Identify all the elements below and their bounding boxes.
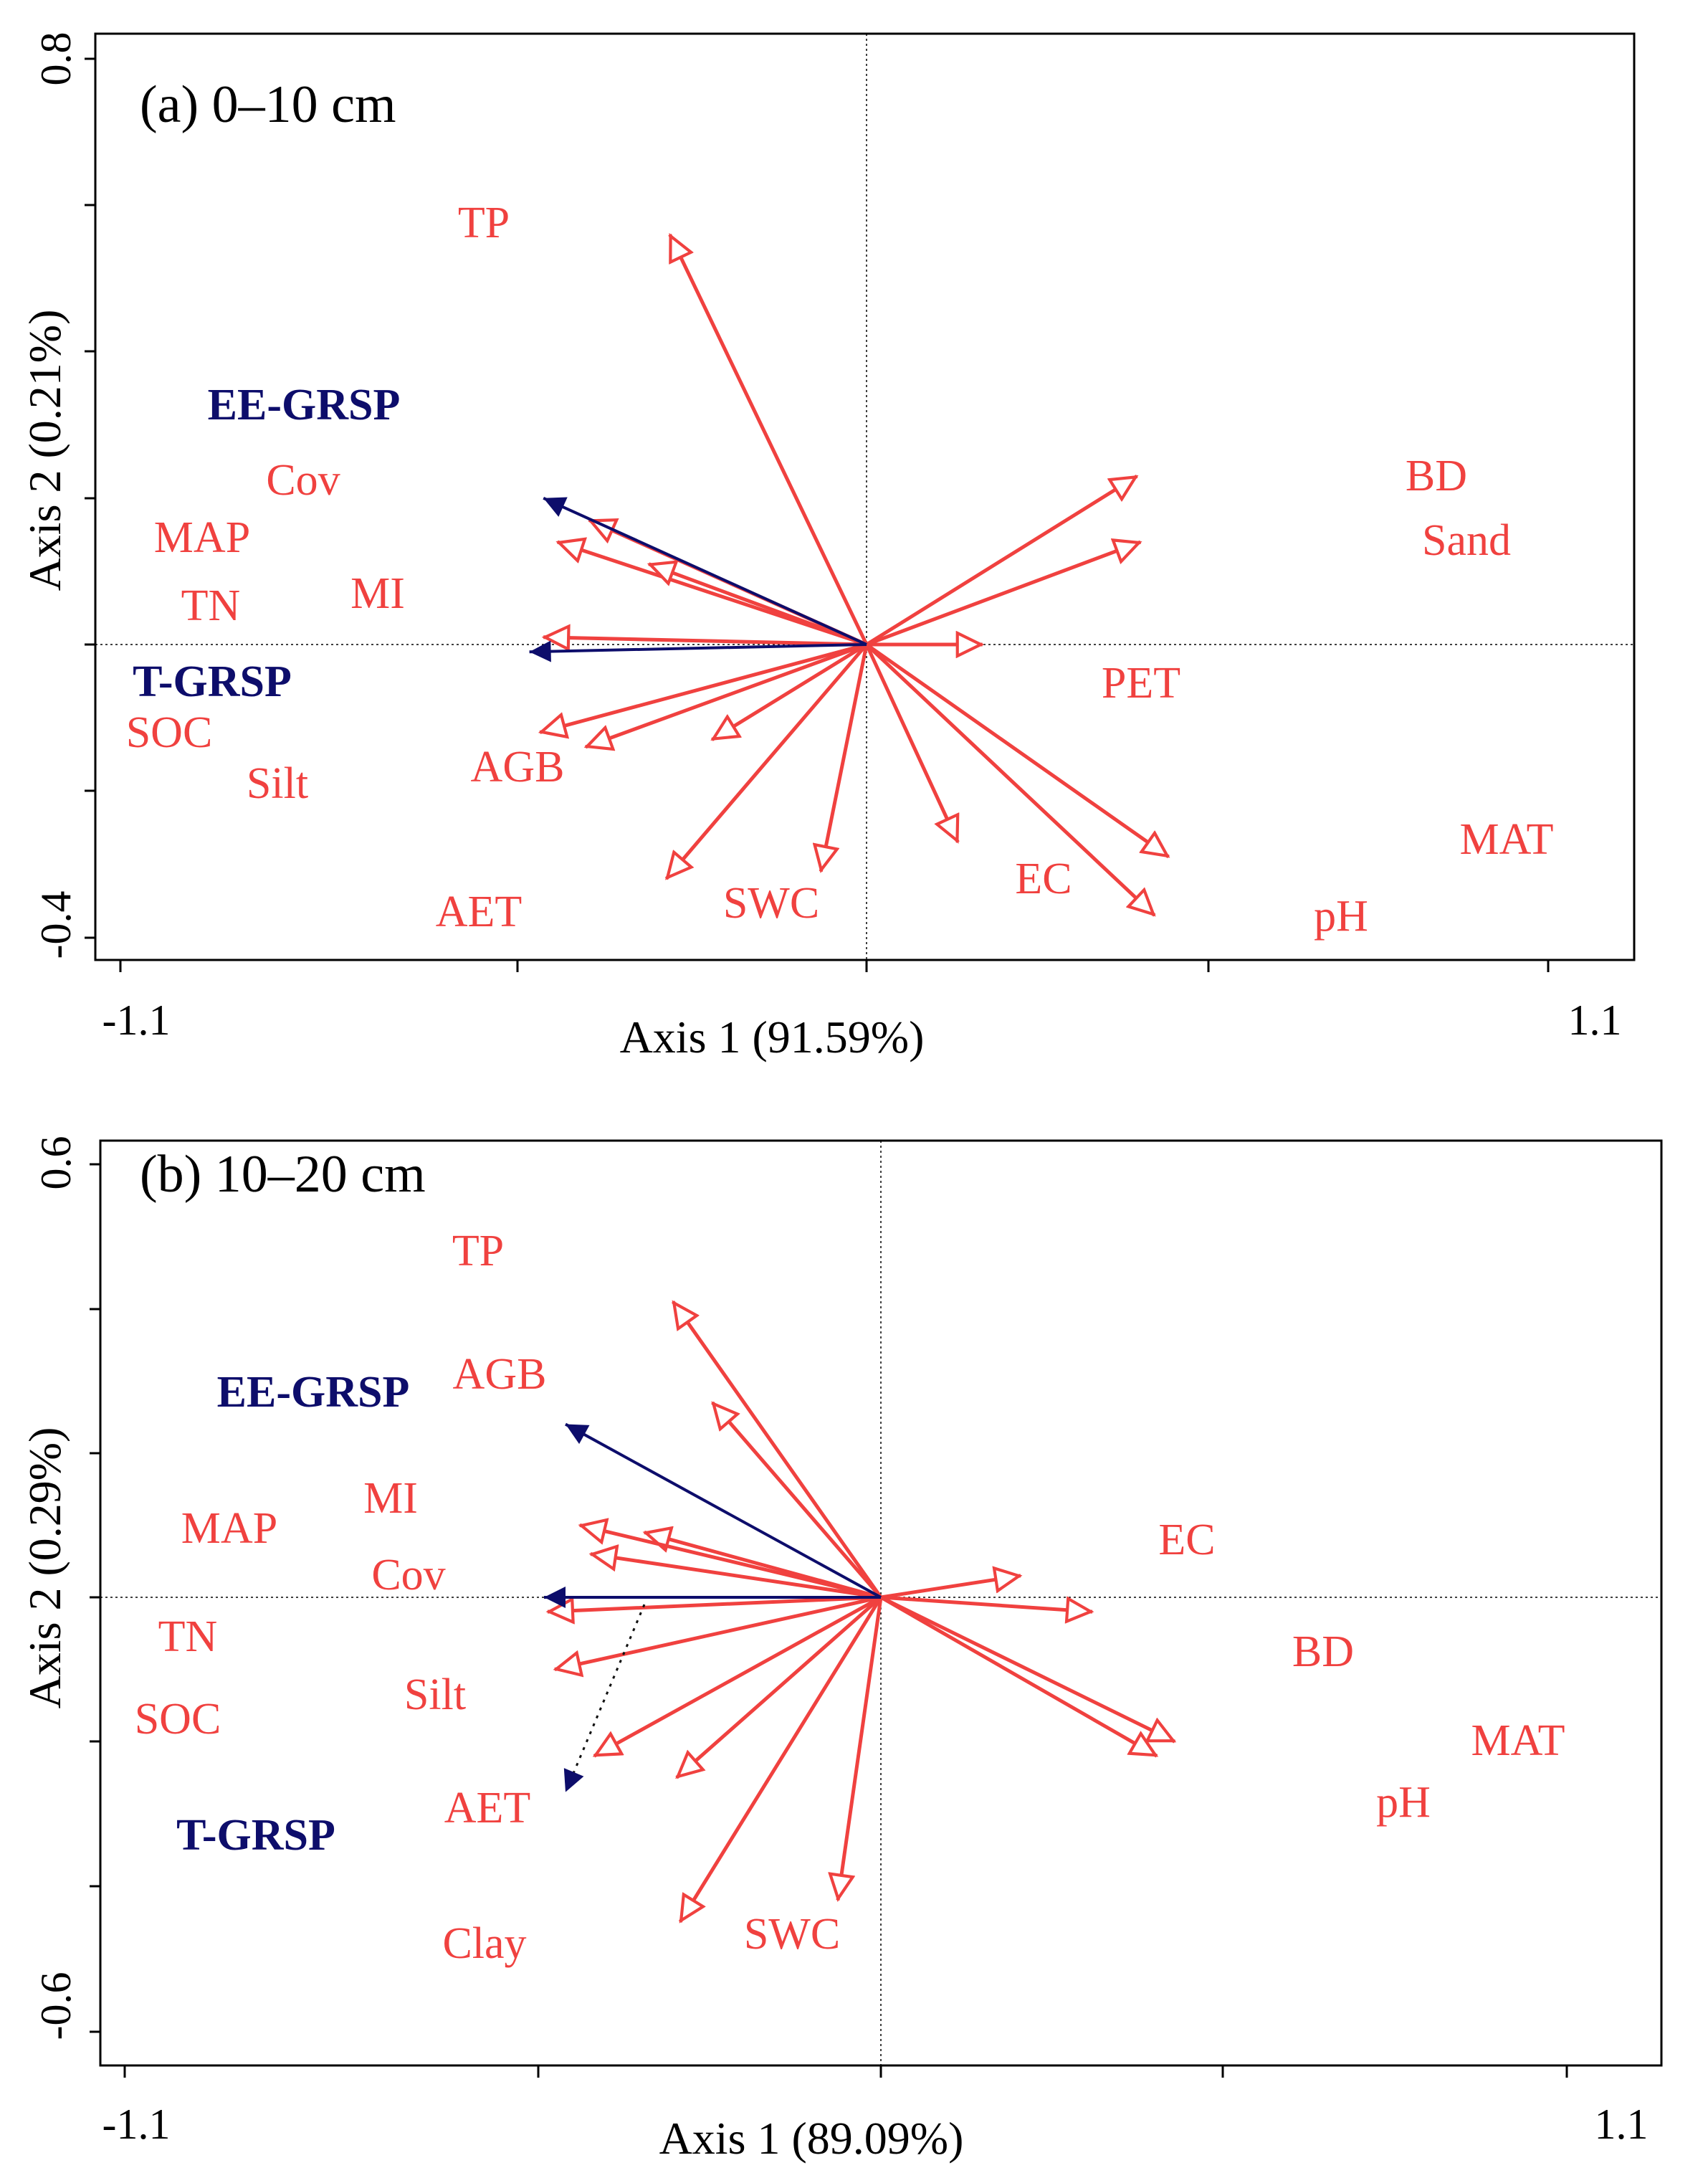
panel-b-response-labels: EE-GRSP T-GRSP <box>176 1368 409 1860</box>
panel-b-label-ec: EC <box>1158 1516 1215 1564</box>
panel-a-label-silt: Silt <box>247 759 308 808</box>
panel-a-label-ec: EC <box>1015 855 1072 903</box>
panel-b-label-cov: Cov <box>371 1551 445 1599</box>
panel-a-arrow-soc <box>540 642 867 733</box>
panel-a-label-tp: TP <box>458 199 510 247</box>
panel-a-arrow-sand <box>866 542 1140 647</box>
panel-a-response-arrows <box>529 496 867 662</box>
panel-a: (a) 0–10 cm Axis 1 (91.59%) Axis 2 (0.21… <box>19 32 1636 1062</box>
panel-a-arrow-silt <box>586 642 867 747</box>
panel-a-y-ticks <box>85 57 95 939</box>
panel-b-response-arrows <box>544 1422 882 1793</box>
panel-b-arrow-map <box>580 1525 882 1599</box>
panel-b-y-ticks <box>90 1163 100 2033</box>
panel-b-arrow-tp <box>671 1302 883 1599</box>
panel-b-arrow-bd <box>880 1595 1092 1612</box>
panel-a-label-map: MAP <box>154 513 250 562</box>
panel-b-arrow-silt <box>594 1595 882 1758</box>
panel-b-label-silt: Silt <box>404 1670 466 1719</box>
panel-a-arrow-ee-grsp <box>543 496 867 646</box>
panel-b: (b) 10–20 cm Axis 1 (89.09%) Axis 2 (0.2… <box>19 1136 1663 2164</box>
panel-a-label-swc: SWC <box>723 879 819 928</box>
panel-a-y-tick-max: 0.8 <box>32 32 80 86</box>
panel-b-label-tn: TN <box>158 1612 218 1661</box>
panel-b-arrow-swc <box>838 1597 883 1901</box>
panel-b-y-axis-label: Axis 2 (0.29%) <box>19 1427 70 1709</box>
panel-a-arrow-mat <box>865 642 1168 859</box>
panel-a-arrow-tn <box>543 637 867 645</box>
panel-b-title: (b) 10–20 cm <box>140 1145 426 1204</box>
panel-a-label-mi: MI <box>350 569 405 618</box>
panel-a-label-pet: PET <box>1102 659 1180 708</box>
panel-b-arrow-clay <box>678 1596 883 1922</box>
panel-b-label-tp: TP <box>452 1227 504 1275</box>
panel-b-arrow-ee-grsp <box>565 1422 882 1599</box>
panel-b-arrow-soc <box>555 1595 882 1670</box>
panel-b-x-tick-min: -1.1 <box>102 2101 171 2148</box>
panel-b-arrow-ec <box>880 1576 1021 1599</box>
panel-a-label-t-grsp: T-GRSP <box>133 657 292 706</box>
panel-a-y-tick-min: -0.4 <box>32 891 80 959</box>
panel-b-arrow-cov <box>591 1554 882 1599</box>
panel-a-label-cov: Cov <box>266 456 340 505</box>
panel-a-arrow-map <box>558 542 867 647</box>
panel-b-label-ph: pH <box>1376 1778 1431 1827</box>
panel-b-label-clay: Clay <box>442 1919 526 1968</box>
panel-b-label-soc: SOC <box>135 1695 221 1744</box>
panel-a-plot-frame <box>94 32 1636 961</box>
panel-a-x-tick-min: -1.1 <box>102 997 171 1044</box>
panel-b-label-aet: AET <box>444 1784 531 1832</box>
panel-a-label-bd: BD <box>1406 452 1467 500</box>
panel-a-label-mat: MAT <box>1460 815 1554 864</box>
panel-a-title: (a) 0–10 cm <box>140 75 396 134</box>
panel-a-label-aet: AET <box>436 888 523 936</box>
panel-a-x-tick-max: 1.1 <box>1568 997 1622 1044</box>
panel-a-label-agb: AGB <box>471 743 565 791</box>
panel-a-label-ee-grsp: EE-GRSP <box>208 381 401 429</box>
panel-a-arrow-bd <box>865 475 1137 647</box>
panel-b-y-tick-max: 0.6 <box>32 1136 80 1190</box>
panel-b-label-swc: SWC <box>744 1910 840 1959</box>
panel-b-label-ee-grsp: EE-GRSP <box>217 1368 410 1417</box>
panel-a-response-labels: EE-GRSP T-GRSP <box>133 381 400 706</box>
panel-b-label-mi: MI <box>363 1474 418 1523</box>
panel-a-label-tn: TN <box>181 581 241 630</box>
panel-b-arrow-tn <box>548 1595 882 1612</box>
panel-a-arrow-mi <box>649 564 867 647</box>
panel-a-arrow-aet <box>664 643 868 879</box>
panel-a-arrow-swc <box>821 644 869 872</box>
panel-a-environment-arrows <box>540 234 1168 917</box>
panel-a-arrow-tp <box>668 234 869 646</box>
panel-a-x-axis-label: Axis 1 (91.59%) <box>620 1012 925 1062</box>
panel-b-dotted-arrow-t-grsp <box>563 1604 646 1793</box>
panel-b-label-bd: BD <box>1292 1627 1354 1676</box>
panel-b-arrow-agb <box>711 1402 882 1599</box>
panel-a-arrow-t-grsp <box>529 640 867 662</box>
panel-b-x-tick-max: 1.1 <box>1595 2101 1649 2148</box>
panel-b-y-tick-min: -0.6 <box>32 1972 80 2040</box>
panel-b-environment-labels: TP AGB MI MAP Cov TN SOC Silt AET Clay S… <box>135 1227 1565 1968</box>
panel-b-environment-arrows <box>548 1302 1175 1922</box>
panel-b-label-t-grsp: T-GRSP <box>176 1811 335 1860</box>
panel-b-x-ticks <box>123 2065 1568 2078</box>
panel-a-x-ticks <box>119 960 1550 972</box>
panel-b-arrow-ph <box>879 1595 1157 1758</box>
panel-a-label-soc: SOC <box>126 708 213 757</box>
panel-a-arrow-ec <box>864 643 960 842</box>
panel-b-label-agb: AGB <box>453 1350 547 1399</box>
panel-a-environment-labels: TP Cov MAP MI TN SOC Silt AGB AET SWC EC… <box>126 199 1554 941</box>
panel-a-label-sand: Sand <box>1422 516 1511 565</box>
panel-b-arrow-aet <box>677 1596 882 1779</box>
panel-a-arrow-ph <box>865 643 1155 917</box>
panel-b-label-mat: MAT <box>1471 1716 1565 1765</box>
panel-b-label-map: MAP <box>181 1504 277 1553</box>
panel-a-label-ph: pH <box>1314 892 1368 941</box>
panel-a-y-axis-label: Axis 2 (0.21%) <box>19 310 70 591</box>
panel-a-arrow-agb <box>712 642 868 741</box>
panel-b-arrow-mat <box>879 1595 1175 1744</box>
panel-b-x-axis-label: Axis 1 (89.09%) <box>659 2113 964 2164</box>
